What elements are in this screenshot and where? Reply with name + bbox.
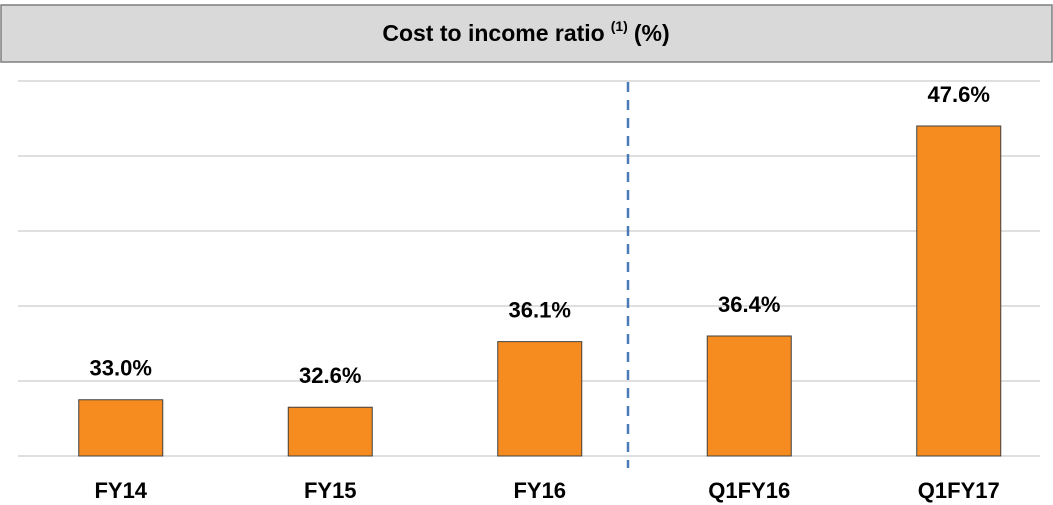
bar [287,406,373,457]
bar [497,341,583,457]
title-superscript: (1) [611,18,628,34]
bar [916,125,1002,457]
value-label: 36.1% [509,297,571,322]
value-label: 32.6% [299,363,361,388]
title-main: Cost to income ratio [382,20,604,46]
value-label: 36.4% [718,292,780,317]
bar [706,335,792,457]
x-tick-label: FY15 [304,478,357,503]
chart-title: Cost to income ratio (1) (%) [382,18,669,46]
value-label: 33.0% [90,356,152,381]
x-tick-label: FY14 [94,478,147,503]
x-tick-label: Q1FY16 [708,478,790,503]
title-box [0,4,1053,63]
bar [78,399,164,457]
bars: 33.0% FY14 32.6% FY15 36.1% FY16 36.4% Q1FY16 47… [78,82,1002,503]
x-tick-label: Q1FY17 [918,478,1000,503]
value-label: 47.6% [928,82,990,107]
x-tick-label: FY16 [513,478,566,503]
title-unit: (%) [634,20,670,46]
